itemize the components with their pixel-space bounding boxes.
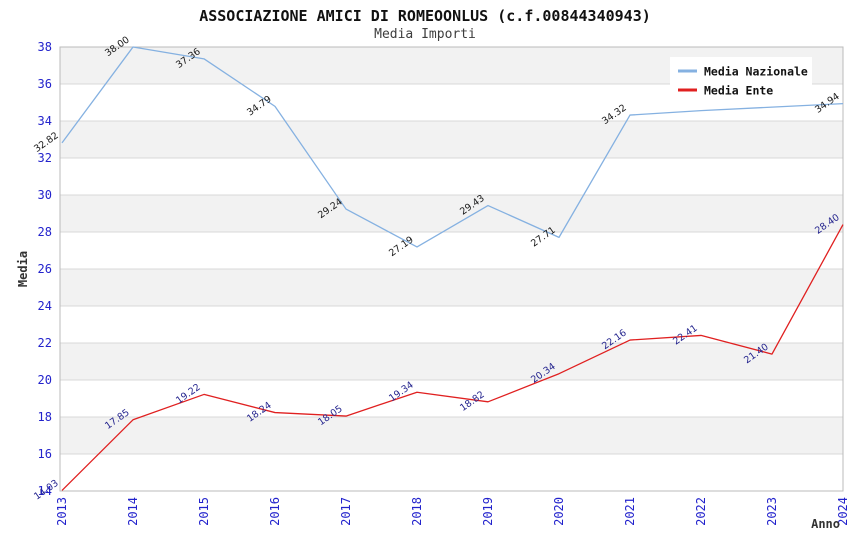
legend-background xyxy=(670,57,812,101)
y-axis-tick: 20 xyxy=(38,373,52,387)
plot-band xyxy=(60,195,843,232)
y-axis-tick: 36 xyxy=(38,77,52,91)
plot-band xyxy=(60,417,843,454)
y-axis-tick: 32 xyxy=(38,151,52,165)
y-axis-tick: 18 xyxy=(38,410,52,424)
x-axis-tick: 2018 xyxy=(410,497,424,526)
plot-band xyxy=(60,121,843,158)
y-axis-title: Media xyxy=(16,251,30,287)
x-axis-tick: 2024 xyxy=(836,497,850,526)
plot-band xyxy=(60,269,843,306)
series-line-media-nazionale xyxy=(61,46,844,248)
chart-title: ASSOCIAZIONE AMICI DI ROMEOONLUS (c.f.00… xyxy=(199,7,651,25)
legend-item: Media Ente xyxy=(678,84,773,98)
x-axis-tick: 2021 xyxy=(623,497,637,526)
y-axis-tick: 34 xyxy=(38,114,52,128)
data-label: 19.34 xyxy=(387,380,416,405)
x-axis-tick: 2014 xyxy=(126,497,140,526)
plot-border xyxy=(59,46,844,492)
x-axis-tick: 2020 xyxy=(552,497,566,526)
y-axis-tick: 30 xyxy=(38,188,52,202)
y-axis-tick: 38 xyxy=(38,40,52,54)
y-axis-tick: 14 xyxy=(38,484,52,498)
x-axis-tick: 2022 xyxy=(694,497,708,526)
y-axis-tick: 24 xyxy=(38,299,52,313)
data-label: 34.79 xyxy=(245,94,274,119)
x-axis-tick: 2017 xyxy=(339,497,353,526)
legend-item: Media Nazionale xyxy=(678,65,808,79)
legend-label: Media Nazionale xyxy=(704,65,808,79)
x-axis-tick: 2013 xyxy=(55,497,69,526)
y-axis-tick: 22 xyxy=(38,336,52,350)
chart-subtitle: Media Importi xyxy=(374,27,476,42)
x-axis-tick: 2019 xyxy=(481,497,495,526)
legend: Media Nazionale Media Ente xyxy=(670,57,812,101)
x-axis-title: Anno xyxy=(811,517,840,531)
y-axis-tick: 16 xyxy=(38,447,52,461)
series-line-media-ente xyxy=(61,224,844,491)
y-axis-tick: 28 xyxy=(38,225,52,239)
legend-label: Media Ente xyxy=(704,84,773,98)
x-axis-tick: 2015 xyxy=(197,497,211,526)
x-axis-tick: 2023 xyxy=(765,497,779,526)
data-label: 19.22 xyxy=(174,382,203,407)
y-axis-tick: 26 xyxy=(38,262,52,276)
x-axis-tick: 2016 xyxy=(268,497,282,526)
plot-band xyxy=(60,343,843,380)
